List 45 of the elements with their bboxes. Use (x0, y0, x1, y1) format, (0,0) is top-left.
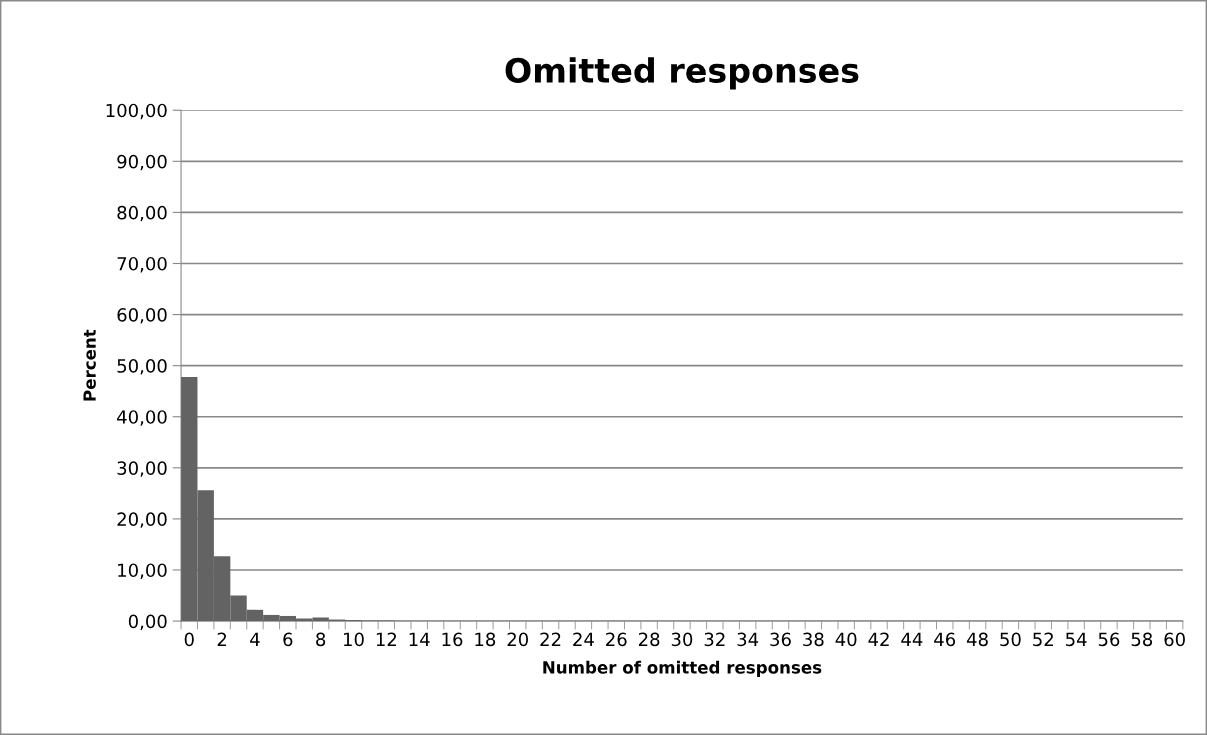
y-tick-label: 50,00 (117, 359, 167, 375)
y-tick-label: 80,00 (117, 205, 167, 222)
x-tick-label: 8 (316, 632, 326, 647)
x-tick-label: 32 (704, 632, 725, 647)
x-tick-label: 4 (250, 632, 260, 646)
x-tick-label: 52 (1033, 632, 1053, 647)
y-tick-label: 30,00 (117, 461, 167, 477)
x-tick-label: 54 (1066, 632, 1087, 647)
x-tick-label: 36 (770, 632, 791, 647)
chart-title: Omitted responses (505, 57, 859, 90)
x-tick-label: 48 (966, 632, 988, 647)
y-axis-title: Percent (83, 329, 96, 401)
x-tick-label: 20 (507, 632, 529, 647)
x-tick-label: 28 (638, 632, 660, 647)
y-tick-label: 100,00 (106, 103, 167, 120)
x-tick-label: 6 (283, 632, 293, 647)
x-tick-label: 12 (376, 632, 397, 646)
x-tick-label: 34 (737, 632, 759, 647)
x-tick-label: 18 (475, 632, 496, 647)
x-tick-label: 10 (343, 632, 364, 647)
x-tick-label: 22 (540, 632, 561, 646)
x-tick-label: 30 (671, 632, 693, 647)
x-tick-label: 2 (217, 632, 227, 646)
x-tick-label: 26 (606, 632, 627, 647)
y-tick-label: 10,00 (118, 563, 167, 579)
x-tick-label: 14 (409, 632, 430, 646)
x-tick-label: 44 (901, 632, 923, 646)
y-tick-label: 0,00 (128, 614, 167, 631)
y-tick-label: 40,00 (117, 410, 167, 426)
y-tick-label: 60,00 (117, 308, 167, 324)
x-tick-label: 24 (573, 632, 594, 646)
x-tick-label: 16 (442, 632, 463, 647)
x-tick-label: 38 (803, 632, 824, 647)
x-axis-title: Number of omitted responses (543, 660, 822, 677)
x-tick-label: 56 (1098, 632, 1120, 647)
y-tick-label: 90,00 (117, 154, 167, 171)
x-tick-label: 40 (835, 632, 857, 647)
y-tick-label: 70,00 (117, 256, 167, 273)
y-tick-label: 20,00 (117, 512, 167, 528)
x-tick-label: 50 (1000, 632, 1021, 647)
x-tick-label: 46 (934, 632, 956, 647)
x-tick-label: 0 (184, 632, 194, 647)
x-tick-label: 58 (1131, 632, 1153, 647)
x-tick-label: 60 (1164, 632, 1185, 647)
x-tick-label: 42 (868, 632, 889, 646)
